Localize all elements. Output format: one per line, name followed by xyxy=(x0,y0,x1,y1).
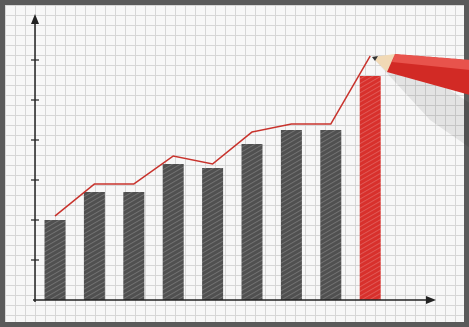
bar-hatch xyxy=(162,164,184,300)
bar-hatch xyxy=(44,220,66,300)
bar-hatch xyxy=(241,144,263,300)
bar-hatch xyxy=(83,192,105,300)
bar-hatch xyxy=(280,130,302,300)
bar-hatch xyxy=(359,76,381,300)
y-axis-arrow xyxy=(31,14,39,24)
trend-line xyxy=(54,55,371,217)
bar-hatch xyxy=(202,168,224,300)
x-axis-arrow xyxy=(426,296,436,304)
pencil xyxy=(372,54,469,148)
bar-hatch xyxy=(123,192,145,300)
bar-hatch xyxy=(320,130,342,300)
